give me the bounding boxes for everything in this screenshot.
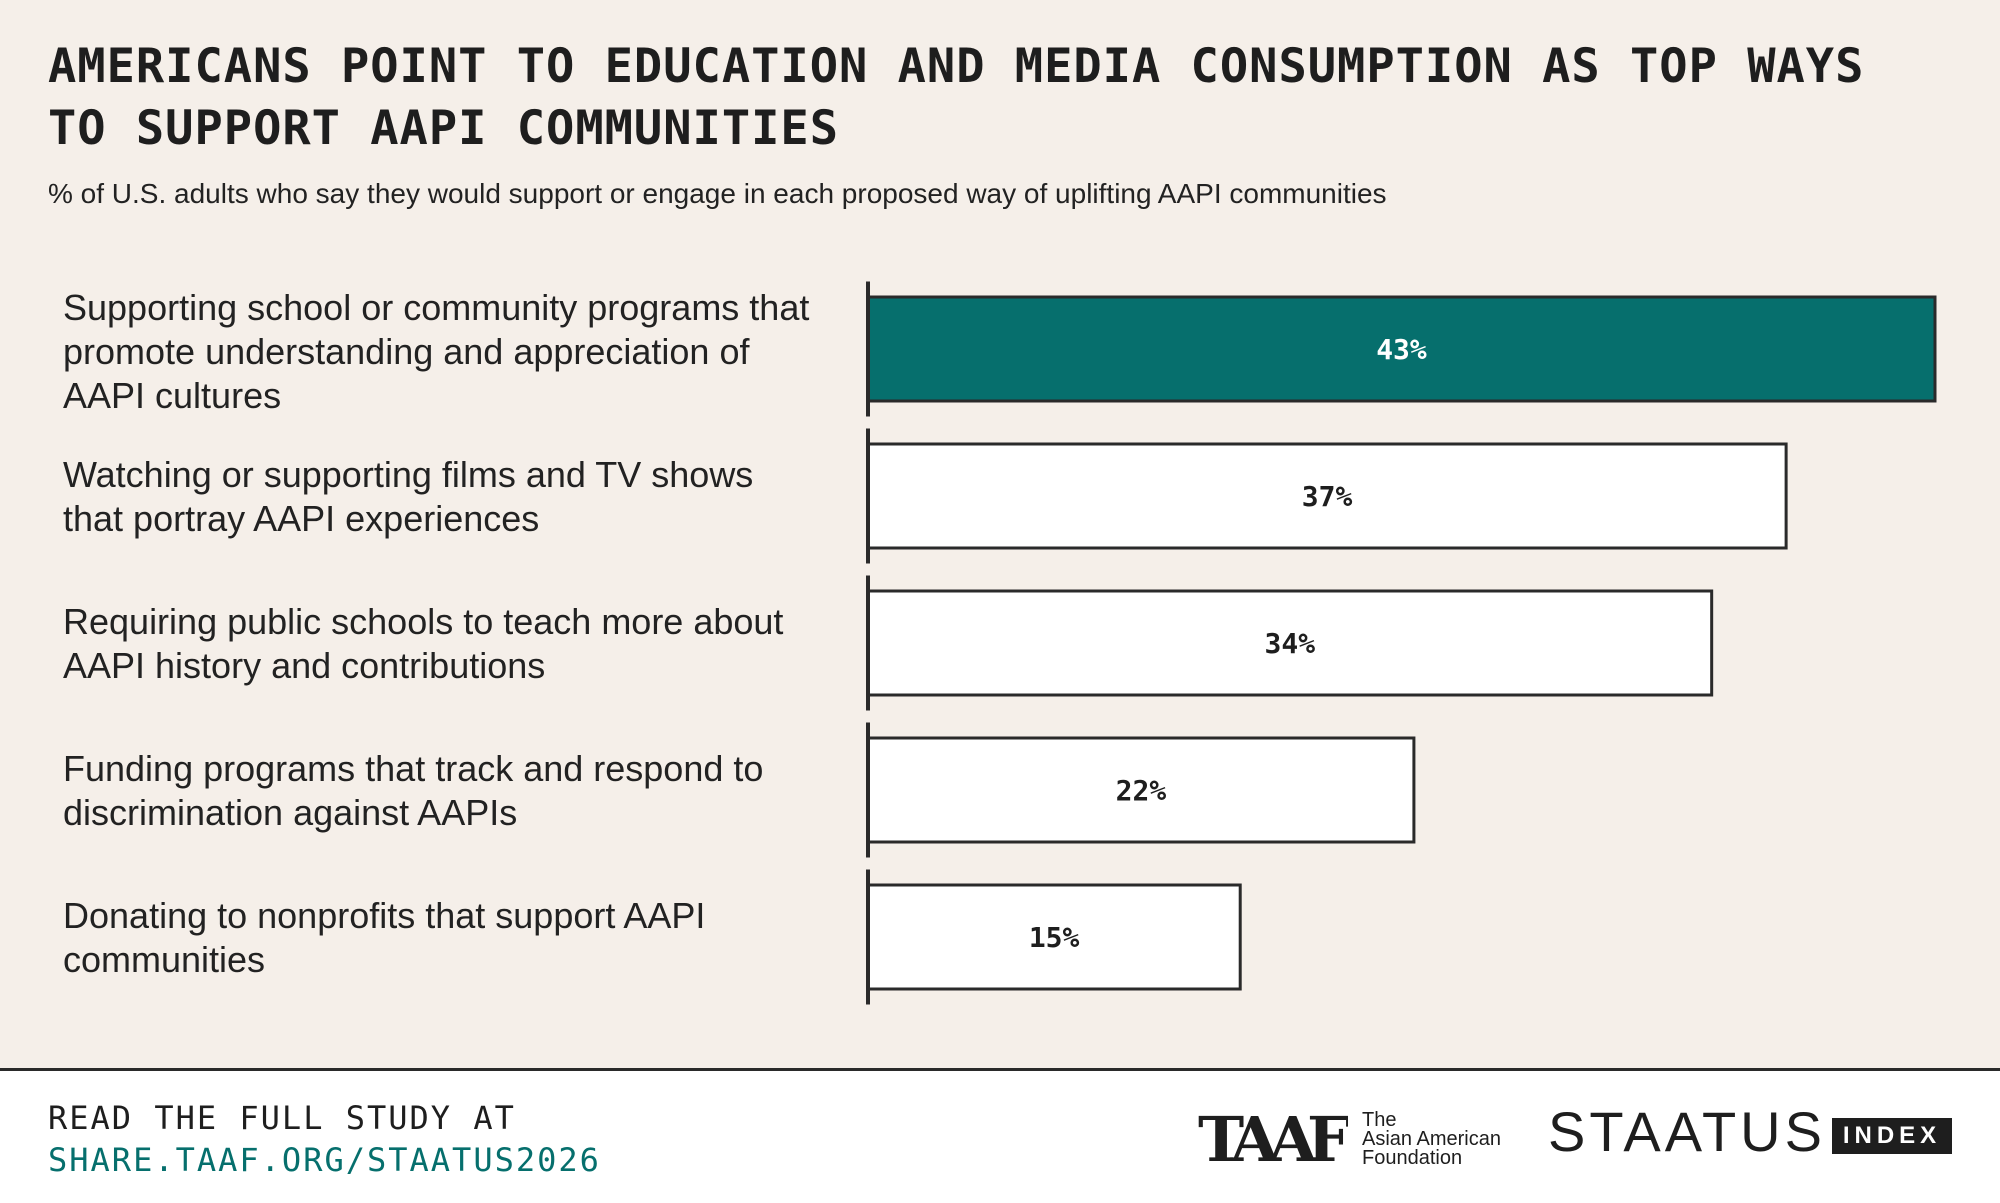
bar: [866, 442, 1788, 550]
taaf-logo-text: TAAF: [1198, 1109, 1348, 1165]
bar: [866, 736, 1416, 844]
taaf-name-line: Foundation: [1362, 1147, 1463, 1169]
read-study-text: Read the full study at: [48, 1099, 516, 1137]
bar-value-label: 43%: [1376, 333, 1427, 366]
bar-value-label: 34%: [1265, 627, 1316, 660]
bar-value-label: 15%: [1029, 921, 1080, 954]
bar-label: Watching or supporting films and TV show…: [63, 454, 754, 539]
bar-value-label: 22%: [1116, 774, 1167, 807]
bar: [866, 883, 1242, 991]
bar-label: Donating to nonprofits that support AAPI…: [63, 895, 706, 980]
staatus-logo: STAATUS: [1548, 1100, 1826, 1163]
index-badge: INDEX: [1832, 1118, 1952, 1154]
bar-label: Funding programs that track and respond …: [63, 748, 764, 833]
taaf-name-line: The: [1362, 1109, 1397, 1131]
taaf-name-line: Asian American: [1362, 1128, 1501, 1150]
bar: [866, 589, 1714, 697]
taaf-name: The Asian American Foundation: [1362, 1109, 1542, 1169]
bar: [866, 295, 1937, 403]
bar-chart: 43% 37% 34% 22% 15%: [866, 281, 1937, 1005]
footer: Read the full study at share.taaf.org/st…: [0, 1068, 2000, 1203]
bar-value-label: 37%: [1302, 480, 1353, 513]
study-link[interactable]: share.taaf.org/staatus2026: [48, 1141, 601, 1179]
chart-title: Americans point to education and media c…: [48, 39, 1865, 156]
bar-label: Requiring public schools to teach more a…: [63, 601, 784, 686]
taaf-logo-icon: TAAF: [1198, 1109, 1348, 1165]
chart-subtitle: % of U.S. adults who say they would supp…: [48, 178, 1387, 209]
bar-label: Supporting school or community programs …: [63, 287, 810, 416]
